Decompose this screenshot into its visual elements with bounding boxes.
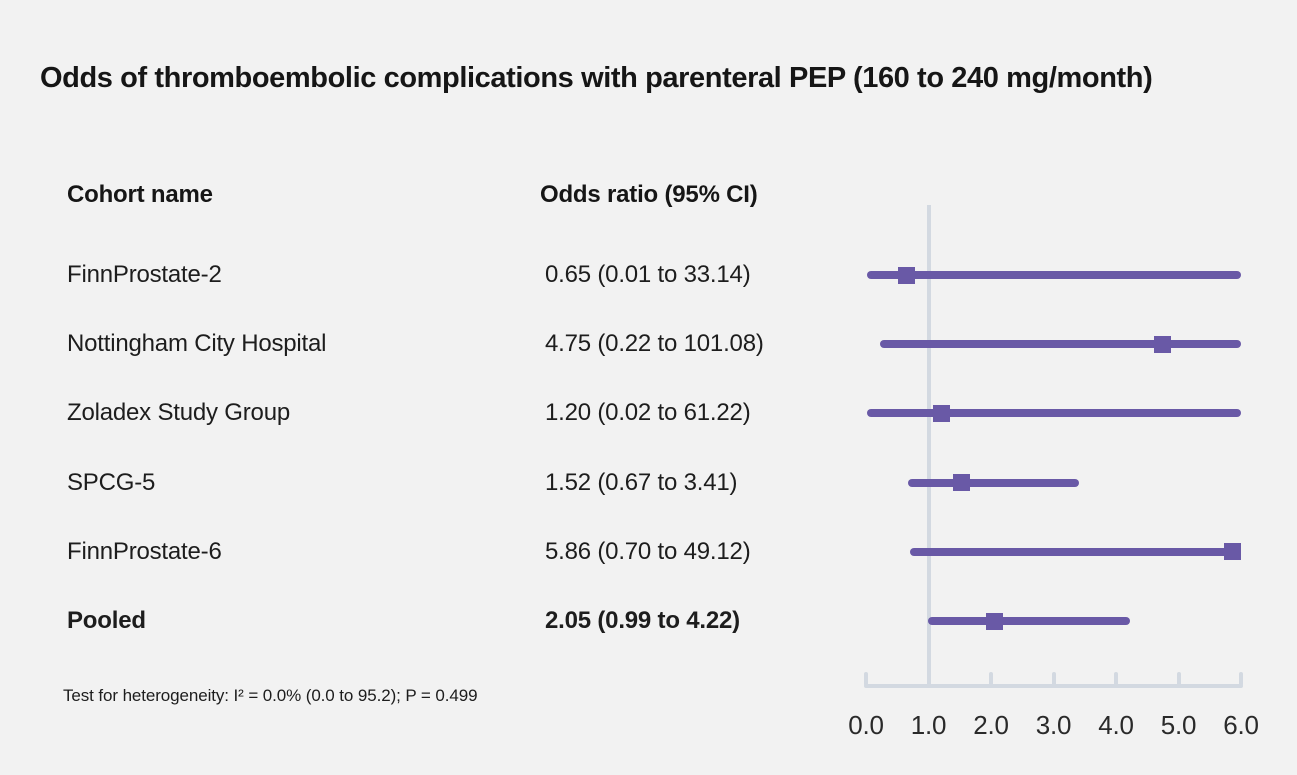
ci-line <box>867 409 1241 418</box>
cohort-label: SPCG-5 <box>67 468 156 496</box>
point-marker <box>1223 543 1241 561</box>
point-marker <box>932 404 950 422</box>
x-axis-tick-label: 2.0 <box>973 710 1009 740</box>
or-value: 0.65 (0.01 to 33.14) <box>545 261 751 288</box>
x-axis-tick <box>1051 672 1056 686</box>
x-axis-tick-label: 5.0 <box>1160 710 1197 740</box>
reference-line-x1 <box>926 205 931 686</box>
cohort-label: Nottingham City Hospital <box>67 330 327 358</box>
x-axis-tick <box>1176 672 1181 686</box>
x-axis-tick <box>864 672 868 686</box>
x-axis-tick-label: 0.0 <box>848 710 884 740</box>
ci-line <box>866 271 1241 279</box>
cohort-label: Zoladex Study Group <box>67 399 290 427</box>
ci-line <box>927 617 1130 625</box>
heterogeneity-footnote: Test for heterogeneity: I² = 0.0% (0.0 t… <box>63 686 478 705</box>
ci-line <box>907 478 1080 487</box>
x-axis-tick <box>926 672 931 686</box>
cohort-label: Pooled <box>67 607 146 634</box>
cohort-label: FinnProstate-6 <box>67 537 222 565</box>
ci-line <box>879 340 1241 349</box>
or-value: 2.05 (0.99 to 4.22) <box>545 607 740 634</box>
x-axis-tick-label: 4.0 <box>1098 710 1134 740</box>
or-value: 1.52 (0.67 to 3.41) <box>545 468 738 496</box>
or-value: 1.20 (0.02 to 61.22) <box>545 399 751 427</box>
point-marker <box>898 266 916 284</box>
point-marker <box>1154 335 1172 353</box>
column-header-cohort: Cohort name <box>67 181 213 208</box>
column-header-odds-ratio: Odds ratio (95% CI) <box>540 181 758 208</box>
or-value: 4.75 (0.22 to 101.08) <box>545 330 764 358</box>
point-marker <box>952 474 970 492</box>
or-value: 5.86 (0.70 to 49.12) <box>545 537 751 565</box>
x-axis-tick <box>989 672 993 686</box>
x-axis-tick <box>1239 672 1243 686</box>
x-axis-tick <box>1114 672 1118 686</box>
x-axis-tick-label: 6.0 <box>1223 710 1259 740</box>
chart-title: Odds of thromboembolic complications wit… <box>40 62 1153 94</box>
point-marker <box>985 612 1003 630</box>
ci-line <box>909 547 1241 556</box>
x-axis-line <box>864 684 1243 688</box>
x-axis-tick-label: 1.0 <box>910 710 947 740</box>
cohort-label: FinnProstate-2 <box>67 261 222 288</box>
x-axis-tick-label: 3.0 <box>1035 710 1072 740</box>
